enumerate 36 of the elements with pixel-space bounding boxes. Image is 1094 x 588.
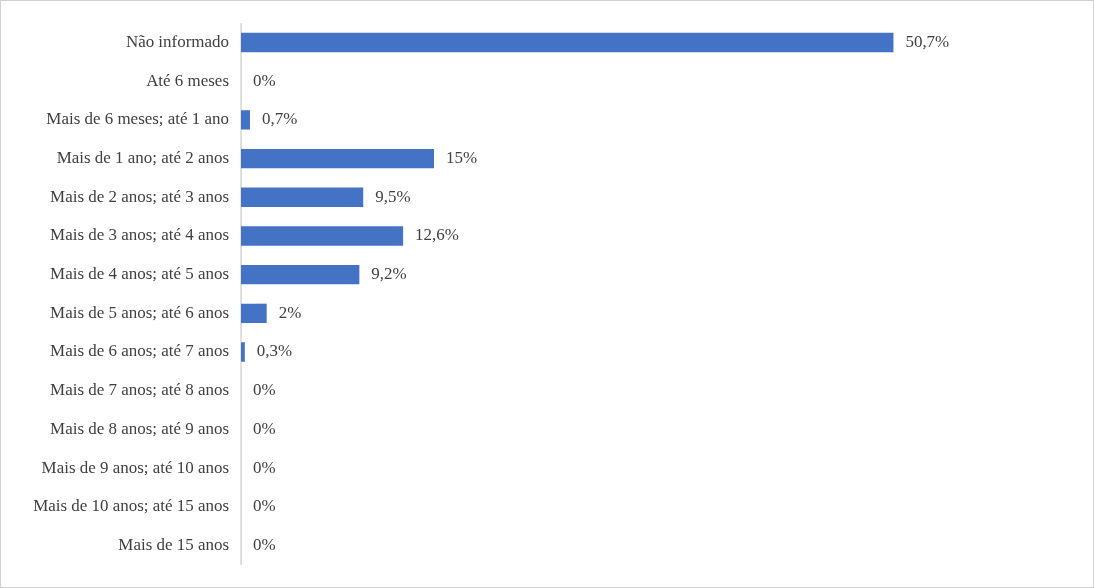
y-tick-label: Mais de 5 anos; até 6 anos (50, 302, 229, 322)
data-label: 0% (252, 380, 276, 400)
y-tick-label: Não informado (125, 31, 229, 51)
bar (240, 303, 267, 324)
y-tick-label: Mais de 9 anos; até 10 anos (41, 457, 229, 477)
data-label: 15% (445, 148, 478, 168)
bar (240, 226, 404, 246)
data-label: 0,3% (256, 341, 293, 361)
bar (240, 32, 894, 53)
bar (240, 148, 435, 169)
y-tick-label: Mais de 3 anos; até 4 anos (50, 225, 229, 245)
data-label: 12,6% (415, 225, 459, 245)
y-tick-label: Mais de 7 anos; até 8 anos (50, 380, 229, 400)
y-tick-label: Mais de 2 anos; até 3 anos (50, 186, 229, 206)
y-tick-label: Até 6 meses (146, 70, 229, 90)
data-label: 0,7% (261, 109, 298, 129)
y-tick-label: Mais de 4 anos; até 5 anos (50, 264, 229, 284)
y-tick-label: Mais de 1 ano; até 2 anos (56, 148, 229, 168)
data-label: 0% (252, 418, 276, 438)
y-tick-label: Mais de 10 anos; até 15 anos (33, 496, 229, 516)
data-label: 50,7% (905, 31, 950, 51)
data-label: 0% (252, 496, 276, 516)
data-label: 0% (252, 70, 276, 90)
bar (240, 187, 364, 207)
bar (240, 342, 245, 362)
y-tick-label: Mais de 6 anos; até 7 anos (50, 341, 229, 361)
data-label: 9,5% (375, 186, 411, 206)
data-label: 9,2% (371, 264, 407, 284)
data-label: 0% (252, 457, 276, 477)
data-label: 0% (252, 534, 276, 554)
bar (240, 264, 360, 285)
bar (240, 110, 250, 130)
y-tick-label: Mais de 15 anos (118, 534, 229, 554)
data-label: 2% (278, 302, 302, 322)
y-tick-label: Mais de 6 meses; até 1 ano (46, 109, 229, 129)
y-tick-label: Mais de 8 anos; até 9 anos (50, 418, 229, 438)
